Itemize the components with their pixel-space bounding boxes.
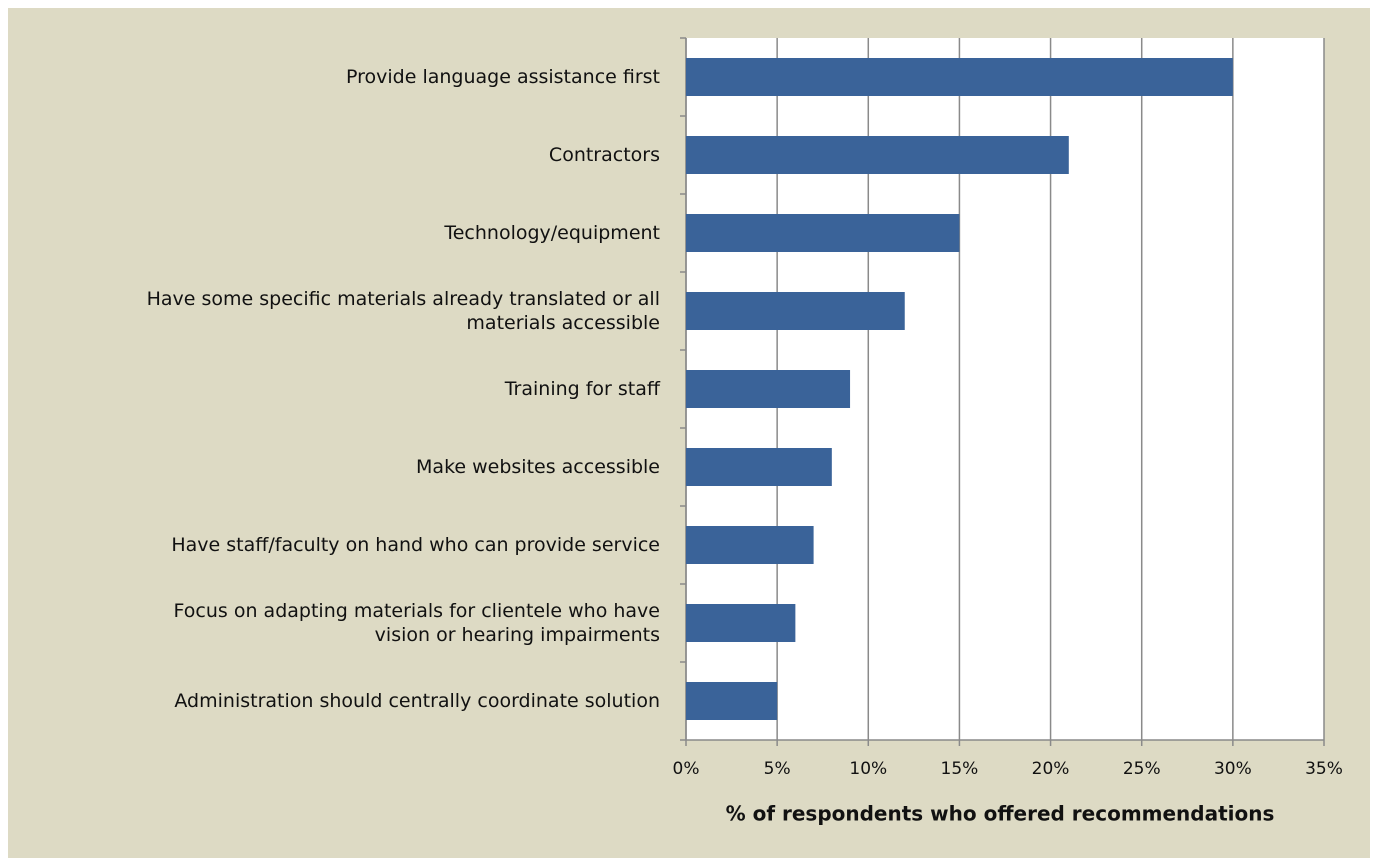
x-tick-label: 30% — [1214, 759, 1252, 779]
bar — [686, 604, 796, 642]
y-tick-label: Make websites accessible — [416, 456, 660, 478]
bar — [686, 682, 778, 720]
y-tick-label: Contractors — [548, 144, 660, 166]
bar — [686, 136, 1069, 174]
x-tick-label: 15% — [941, 759, 979, 779]
y-tick-label: Provide language assistance first — [345, 66, 660, 88]
bar — [686, 292, 905, 330]
y-tick-label: Have some specific materials already tra… — [146, 288, 660, 334]
bar — [686, 214, 960, 252]
x-axis-title: % of respondents who offered recommendat… — [726, 802, 1275, 826]
x-tick-label: 25% — [1123, 759, 1161, 779]
x-tick-label: 20% — [1032, 759, 1070, 779]
y-tick-label: Have staff/faculty on hand who can provi… — [171, 534, 660, 556]
y-tick-label: Training for staff — [504, 378, 660, 400]
x-tick-label: 0% — [673, 759, 700, 779]
bar — [686, 370, 851, 408]
bar — [686, 448, 832, 486]
x-tick-label: 5% — [764, 759, 791, 779]
bar — [686, 58, 1233, 96]
bar — [686, 526, 814, 564]
x-tick-label: 10% — [849, 759, 887, 779]
y-tick-label: Focus on adapting materials for clientel… — [173, 600, 660, 646]
y-tick-label: Technology/equipment — [444, 222, 660, 244]
y-tick-label: Administration should centrally coordina… — [174, 690, 660, 712]
x-tick-label: 35% — [1305, 759, 1343, 779]
